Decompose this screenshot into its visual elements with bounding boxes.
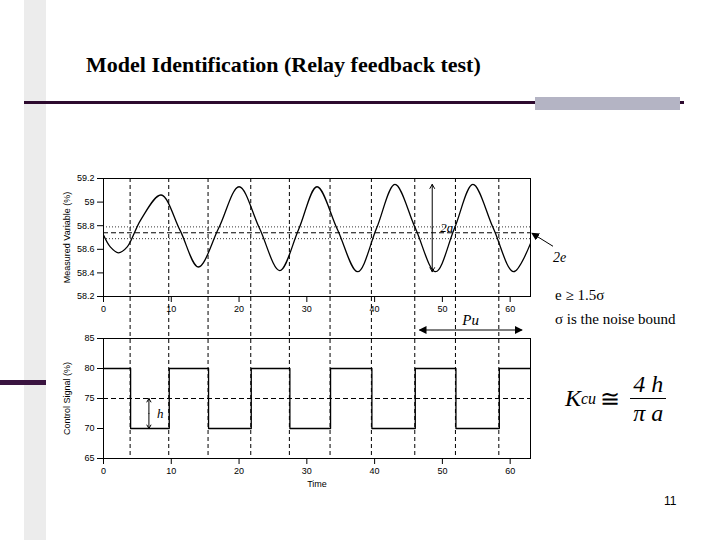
svg-text:2e: 2e: [553, 250, 566, 265]
svg-text:59.2: 59.2: [77, 173, 95, 183]
html-text:σ is the noise bound: σ is the noise bound: [555, 311, 676, 327]
svg-text:Time: Time: [307, 479, 327, 489]
svg-text:85: 85: [84, 333, 94, 343]
html-text:Kcu≅: Kcu≅: [565, 385, 621, 412]
svg-text:70: 70: [84, 423, 94, 433]
svg-text:60: 60: [505, 304, 515, 314]
svg-text:10: 10: [166, 466, 176, 476]
svg-text:h: h: [157, 406, 164, 421]
svg-text:58.8: 58.8: [77, 221, 95, 231]
svg-text:75: 75: [84, 393, 94, 403]
svg-text:50: 50: [437, 304, 447, 314]
svg-text:58.6: 58.6: [77, 244, 95, 254]
svg-text:2a: 2a: [440, 220, 454, 235]
svg-text:40: 40: [370, 466, 380, 476]
html-text:e ≥ 1.5σ: e ≥ 1.5σ: [555, 287, 605, 303]
svg-text:Measured Variable (%): Measured Variable (%): [62, 192, 72, 283]
svg-text:50: 50: [437, 466, 447, 476]
svg-text:65: 65: [84, 453, 94, 463]
svg-text:60: 60: [505, 466, 515, 476]
svg-text:Control Signal (%): Control Signal (%): [62, 362, 72, 435]
html-text:4 h: 4 h: [633, 371, 664, 397]
svg-text:58.2: 58.2: [77, 291, 95, 301]
svg-text:80: 80: [84, 363, 94, 373]
svg-text:30: 30: [302, 304, 312, 314]
html-text:π a: π a: [633, 400, 664, 426]
svg-text:0: 0: [101, 466, 106, 476]
html-text:11: 11: [664, 494, 677, 508]
svg-text:30: 30: [302, 466, 312, 476]
svg-text:Pu: Pu: [461, 312, 479, 328]
svg-text:59: 59: [84, 197, 94, 207]
svg-text:0: 0: [101, 304, 106, 314]
svg-text:20: 20: [234, 466, 244, 476]
svg-text:58.4: 58.4: [77, 268, 95, 278]
svg-text:10: 10: [166, 304, 176, 314]
svg-text:20: 20: [234, 304, 244, 314]
html-text:Model Identification (Relay fe: Model Identification (Relay feedback tes…: [86, 52, 481, 77]
svg-text:40: 40: [370, 304, 380, 314]
